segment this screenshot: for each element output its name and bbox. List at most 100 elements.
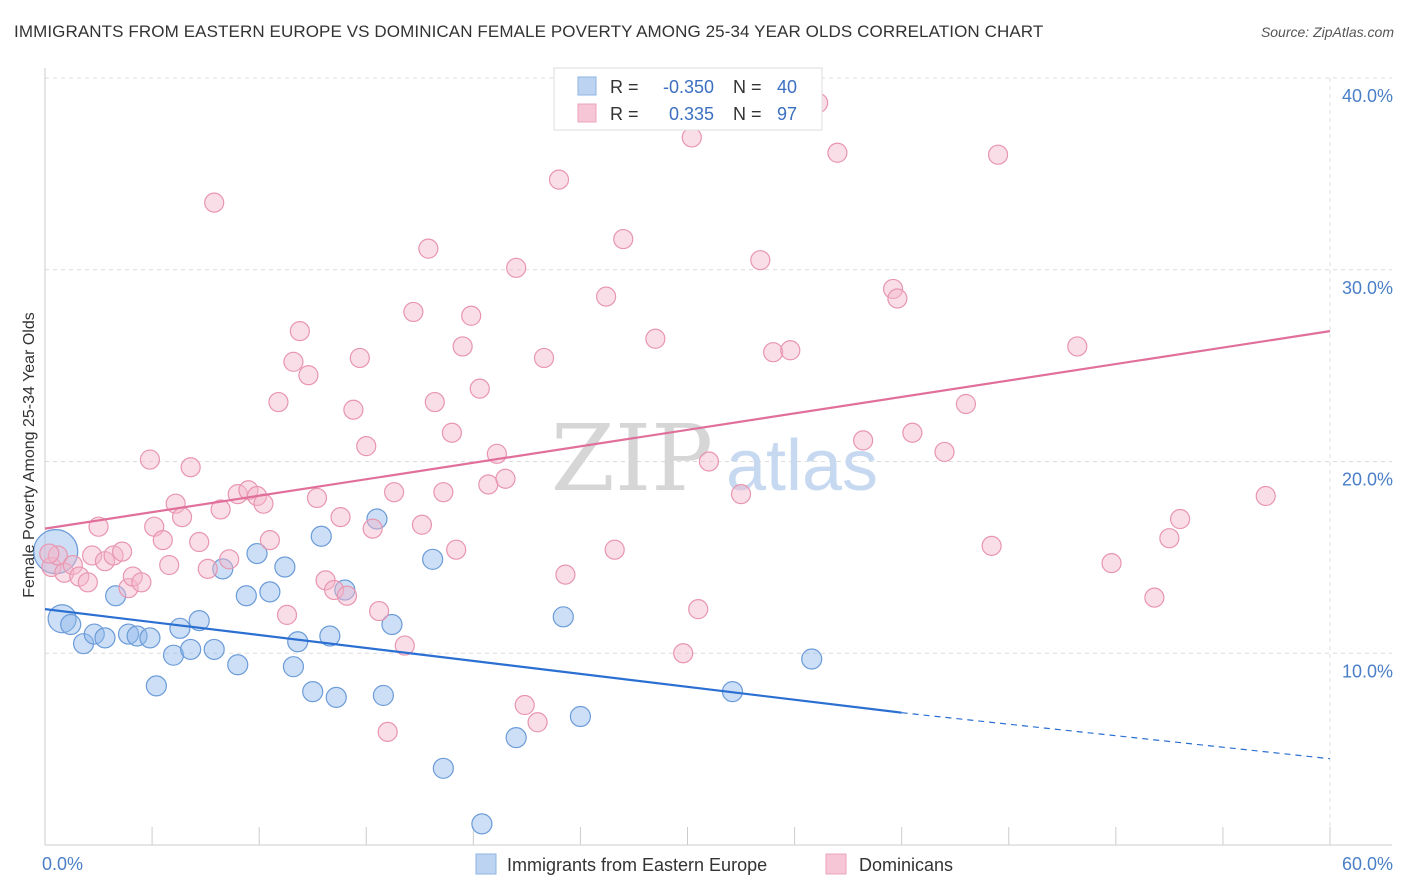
point-dominicans [289, 321, 310, 342]
point-dominicans [189, 531, 210, 553]
point-eastern-europe [259, 581, 281, 603]
bottom-legend: Immigrants from Eastern Europe Dominican… [475, 853, 953, 875]
point-dominicans [1101, 553, 1122, 574]
legend-n-label: N = [733, 77, 762, 97]
point-dominicans [902, 422, 923, 443]
point-dominicans [780, 340, 801, 361]
point-dominicans [514, 694, 535, 716]
point-eastern-europe [212, 558, 234, 580]
tick-labels: 10.0% 20.0% 30.0% 40.0% 0.0% 60.0% [42, 86, 1393, 874]
point-eastern-europe [188, 610, 210, 632]
point-dominicans [853, 430, 874, 451]
point-dominicans [171, 507, 193, 528]
point-dominicans [887, 288, 908, 309]
point-eastern-europe [372, 684, 394, 707]
point-dominicans [1255, 485, 1276, 507]
watermark: ZIP atlas [551, 405, 878, 512]
point-dominicans [111, 541, 133, 562]
legend-swatch-pink [577, 103, 597, 123]
bottom-legend-swatch-pink [825, 853, 847, 875]
point-dominicans [82, 545, 103, 566]
y-tick-label: 30.0% [1342, 278, 1393, 298]
point-dominicans [411, 514, 433, 535]
legend-r-label: R = [610, 77, 639, 97]
point-dominicans [204, 192, 225, 213]
point-dominicans [827, 142, 848, 163]
bottom-legend-label-pink: Dominicans [859, 855, 953, 875]
point-dominicans [698, 451, 720, 472]
point-eastern-europe [139, 627, 161, 649]
point-dominicans [77, 572, 98, 593]
point-dominicans [403, 301, 424, 323]
point-dominicans [934, 441, 955, 463]
point-dominicans [469, 378, 490, 399]
point-dominicans [763, 342, 784, 363]
legend-n-value: 97 [777, 104, 797, 124]
trend-line-eastern-europe-extension [901, 712, 1331, 760]
point-eastern-europe [381, 613, 403, 636]
point-dominicans [433, 482, 454, 503]
point-eastern-europe [60, 613, 82, 636]
y-tick-label: 40.0% [1342, 86, 1393, 106]
bottom-legend-swatch-blue [475, 853, 497, 875]
point-dominicans [324, 579, 345, 601]
point-dominicans [452, 336, 473, 357]
point-eastern-europe [287, 631, 309, 653]
point-dominicans [955, 393, 977, 415]
watermark-atlas: atlas [726, 426, 878, 506]
point-eastern-europe [94, 627, 116, 649]
point-eastern-europe [432, 757, 454, 779]
point-dominicans [276, 604, 298, 626]
point-dominicans [210, 499, 231, 520]
point-dominicans [555, 564, 576, 585]
point-eastern-europe [505, 727, 527, 749]
point-dominicans [527, 712, 548, 733]
point-dominicans [446, 539, 467, 560]
point-dominicans [673, 643, 694, 664]
point-eastern-europe [319, 625, 341, 647]
x-tick-label: 0.0% [42, 854, 83, 874]
legend-n-label: N = [733, 104, 762, 124]
trend-lines [44, 330, 1331, 760]
point-eastern-europe [169, 617, 191, 639]
point-dominicans [383, 482, 405, 503]
point-dominicans [645, 328, 666, 349]
point-eastern-europe [471, 813, 493, 835]
point-eastern-europe [552, 606, 574, 628]
trend-line-eastern-europe [44, 608, 902, 714]
y-tick-label: 20.0% [1342, 470, 1393, 490]
point-dominicans [506, 257, 527, 278]
point-dominicans [259, 530, 280, 551]
point-eastern-europe [310, 525, 332, 547]
point-dominicans [424, 391, 445, 413]
legend-r-label: R = [610, 104, 639, 124]
x-tick-label: 60.0% [1342, 854, 1393, 874]
point-eastern-europe [569, 705, 592, 728]
point-dominicans [461, 305, 482, 326]
point-eastern-europe [235, 585, 257, 607]
point-dominicans [268, 391, 289, 413]
point-dominicans [613, 228, 634, 250]
point-eastern-europe [302, 680, 324, 703]
y-axis-label: Female Poverty Among 25-34 Year Olds [21, 312, 38, 598]
point-dominicans [39, 543, 60, 564]
legend-swatch-blue [577, 76, 597, 96]
y-tick-label: 10.0% [1342, 661, 1393, 681]
data-points [33, 92, 1276, 835]
point-dominicans [152, 530, 173, 551]
point-dominicans [131, 572, 152, 593]
point-dominicans [1159, 528, 1180, 549]
point-dominicans [349, 347, 370, 369]
point-dominicans [356, 436, 377, 457]
legend-n-value: 40 [777, 77, 797, 97]
point-eastern-europe [801, 648, 823, 670]
point-dominicans [394, 635, 415, 656]
point-eastern-europe [325, 686, 347, 708]
point-eastern-europe [246, 542, 268, 565]
legend-r-value: -0.350 [663, 77, 714, 97]
bottom-legend-label-blue: Immigrants from Eastern Europe [507, 855, 767, 875]
chart-title: IMMIGRANTS FROM EASTERN EUROPE VS DOMINI… [14, 22, 1044, 41]
trend-line-dominicans [44, 330, 1331, 530]
point-dominicans [604, 539, 625, 560]
